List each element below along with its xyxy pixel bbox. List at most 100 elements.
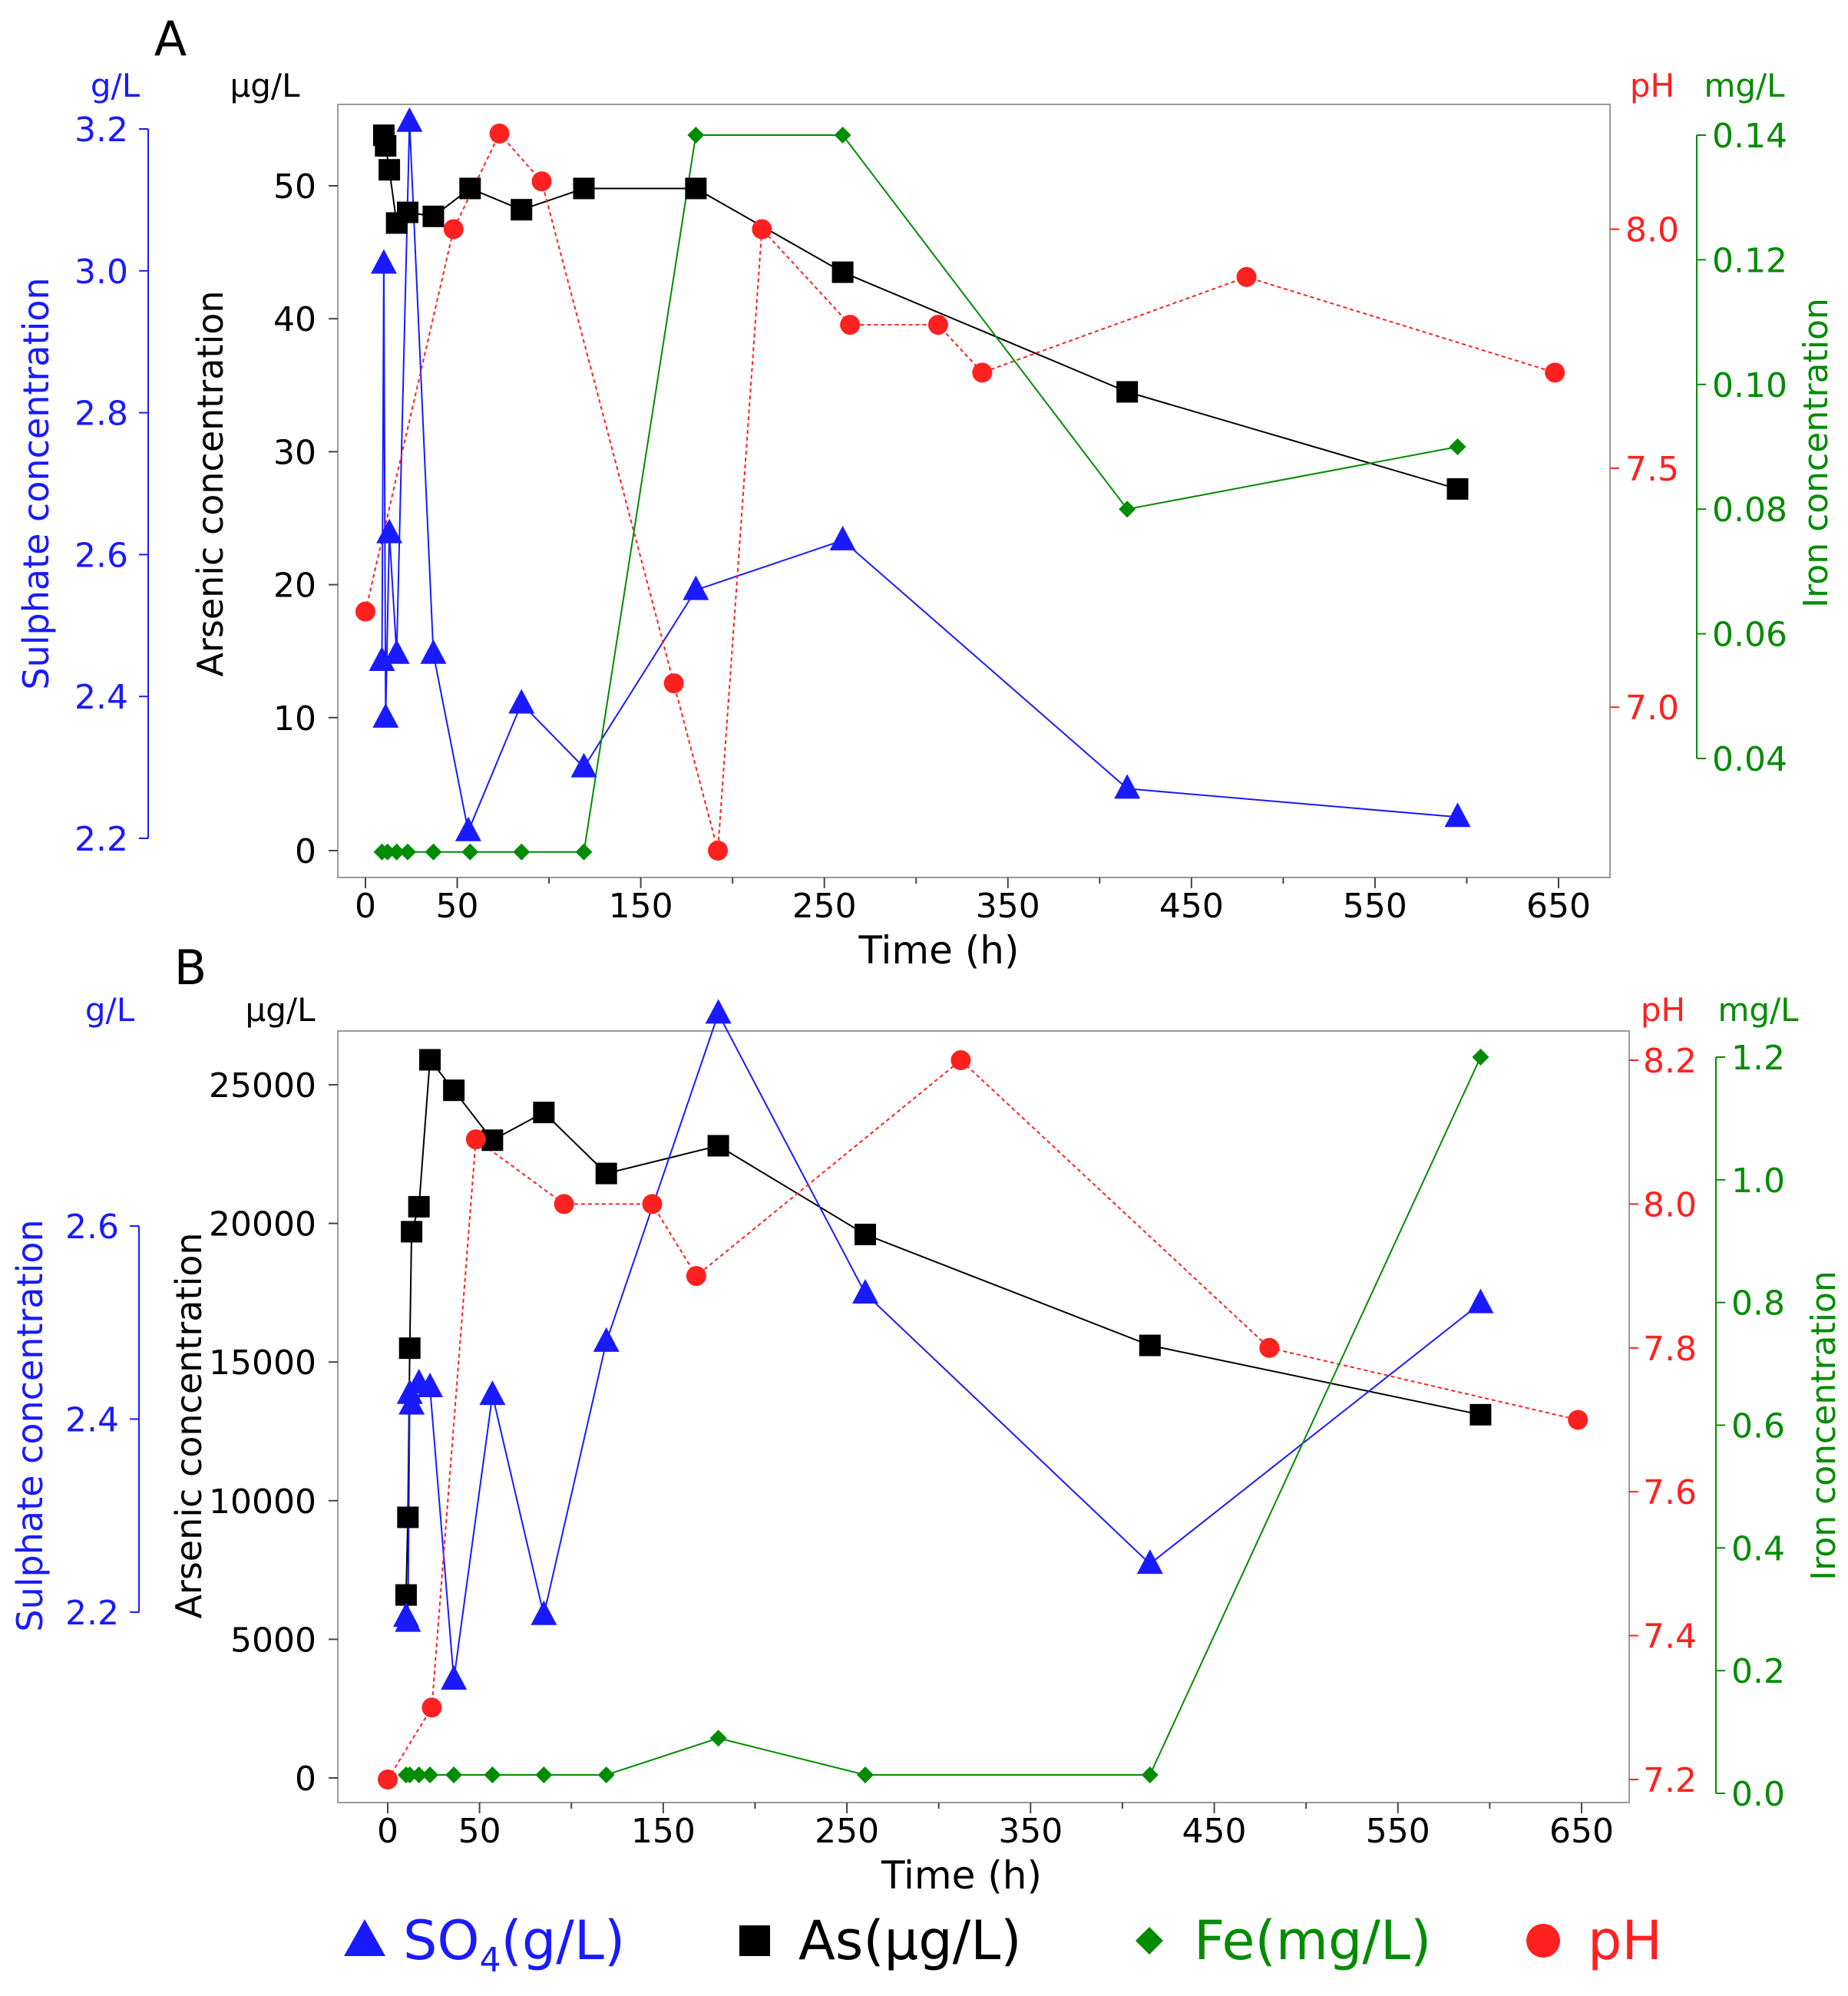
ph-tick-label: 8.0 — [1643, 1185, 1697, 1224]
data-point-as — [573, 177, 595, 200]
data-point-fe — [388, 843, 405, 861]
data-point-so4 — [417, 1373, 444, 1398]
data-point-fe — [410, 1766, 428, 1784]
data-point-so4 — [396, 107, 423, 132]
data-point-as — [422, 205, 445, 227]
data-point-so4 — [370, 249, 397, 274]
panel-label: A — [154, 11, 187, 67]
data-point-ph — [443, 219, 464, 240]
data-point-as — [511, 199, 533, 221]
iron-unit: mg/L — [1704, 67, 1785, 104]
ph-tick-label: 7.5 — [1625, 450, 1679, 489]
data-point-ph — [1236, 266, 1257, 287]
data-point-as — [831, 261, 854, 283]
data-point-ph — [378, 1770, 398, 1789]
data-point-fe — [1472, 1049, 1489, 1066]
sulphate-axis-title: Sulphate concentration — [9, 1219, 51, 1631]
legend-marker-square — [739, 1925, 770, 1956]
data-point-as — [1116, 381, 1139, 403]
legend-marker-triangle — [344, 1919, 385, 1956]
series-line-so4 — [405, 1011, 1482, 1680]
legend-label-main: pH — [1588, 1909, 1662, 1972]
ph-tick-label: 8.0 — [1625, 211, 1679, 250]
iron-tick-label: 0.06 — [1712, 616, 1787, 655]
sulphate-tick-label: 2.4 — [74, 678, 128, 717]
arsenic-tick-label: 5000 — [230, 1621, 316, 1660]
iron-tick-label: 1.2 — [1731, 1039, 1785, 1078]
sulphate-tick-label: 3.0 — [74, 253, 128, 292]
data-point-ph — [422, 1697, 442, 1718]
data-point-as — [685, 177, 707, 200]
legend-item-ph: pH — [1526, 1909, 1662, 1972]
ph-tick-label: 7.8 — [1643, 1330, 1697, 1369]
series-line-ph — [387, 1059, 1579, 1780]
legend-label-main: Fe(mg/L) — [1194, 1909, 1431, 1972]
x-tick-label: 250 — [792, 887, 857, 926]
data-point-as — [1446, 478, 1469, 500]
panel-label: B — [174, 940, 207, 996]
iron-tick-label: 0.2 — [1731, 1652, 1785, 1691]
data-point-fe — [575, 843, 593, 861]
data-point-so4 — [1136, 1549, 1163, 1575]
iron-tick-label: 0.08 — [1712, 491, 1787, 530]
legend-marker-diamond — [1136, 1927, 1163, 1955]
iron-unit: mg/L — [1717, 991, 1799, 1029]
x-tick-label: 150 — [631, 1812, 696, 1851]
data-point-fe — [398, 843, 416, 861]
iron-tick-label: 0.0 — [1731, 1775, 1785, 1814]
series-line-fe — [405, 1056, 1482, 1776]
data-point-fe — [709, 1730, 727, 1747]
arsenic-unit: μg/L — [230, 67, 301, 104]
data-point-as — [1469, 1403, 1492, 1426]
sulphate-axis-title: Sulphate concentration — [15, 277, 57, 689]
arsenic-axis-title: Arsenic concentration — [190, 290, 231, 676]
data-point-as — [443, 1079, 465, 1102]
plot-frame — [337, 104, 1611, 878]
data-point-fe — [1119, 501, 1136, 518]
data-point-so4 — [376, 518, 403, 544]
data-point-so4 — [829, 525, 856, 550]
data-point-fe — [1449, 438, 1466, 455]
ph-tick-label: 8.2 — [1643, 1042, 1697, 1081]
legend-label-main: SO — [403, 1909, 480, 1972]
x-tick-label: 250 — [815, 1812, 879, 1851]
x-axis-title: Time (h) — [858, 928, 1020, 973]
arsenic-tick-label: 25000 — [209, 1066, 316, 1105]
x-axis-title: Time (h) — [881, 1853, 1042, 1898]
sulphate-tick-label: 2.2 — [65, 1594, 119, 1633]
data-point-so4 — [398, 1390, 425, 1415]
legend-item-fe: Fe(mg/L) — [1136, 1909, 1431, 1972]
data-point-as — [395, 1584, 417, 1606]
data-point-as — [379, 159, 401, 181]
data-point-fe — [445, 1766, 463, 1784]
sulphate-tick-label: 2.2 — [74, 820, 128, 859]
data-point-fe — [1141, 1766, 1159, 1784]
data-point-ph — [708, 841, 729, 861]
data-point-fe — [461, 843, 479, 861]
data-point-as — [397, 1506, 419, 1528]
data-point-ph — [950, 1050, 971, 1070]
data-point-ph — [355, 601, 375, 622]
data-point-ph — [465, 1129, 486, 1150]
plot-frame — [337, 1030, 1630, 1803]
data-point-so4 — [383, 639, 410, 664]
iron-tick-label: 0.12 — [1712, 241, 1787, 280]
data-point-fe — [401, 1766, 418, 1784]
x-tick-label: 150 — [609, 887, 673, 926]
ph-unit: pH — [1630, 67, 1674, 104]
iron-tick-label: 0.8 — [1731, 1284, 1785, 1324]
data-point-as — [375, 135, 397, 157]
data-point-so4 — [1467, 1288, 1494, 1314]
arsenic-tick-label: 0 — [295, 1760, 316, 1799]
data-point-so4 — [683, 575, 709, 600]
data-point-so4 — [1444, 802, 1471, 828]
arsenic-tick-label: 10 — [273, 699, 316, 739]
x-tick-label: 50 — [436, 887, 479, 926]
x-tick-label: 650 — [1549, 1812, 1614, 1851]
data-point-ph — [1545, 362, 1565, 383]
data-point-fe — [687, 127, 705, 144]
data-point-as — [398, 1337, 421, 1360]
iron-tick-label: 0.04 — [1712, 740, 1787, 779]
arsenic-tick-label: 0 — [295, 832, 316, 871]
data-point-so4 — [531, 1600, 557, 1625]
